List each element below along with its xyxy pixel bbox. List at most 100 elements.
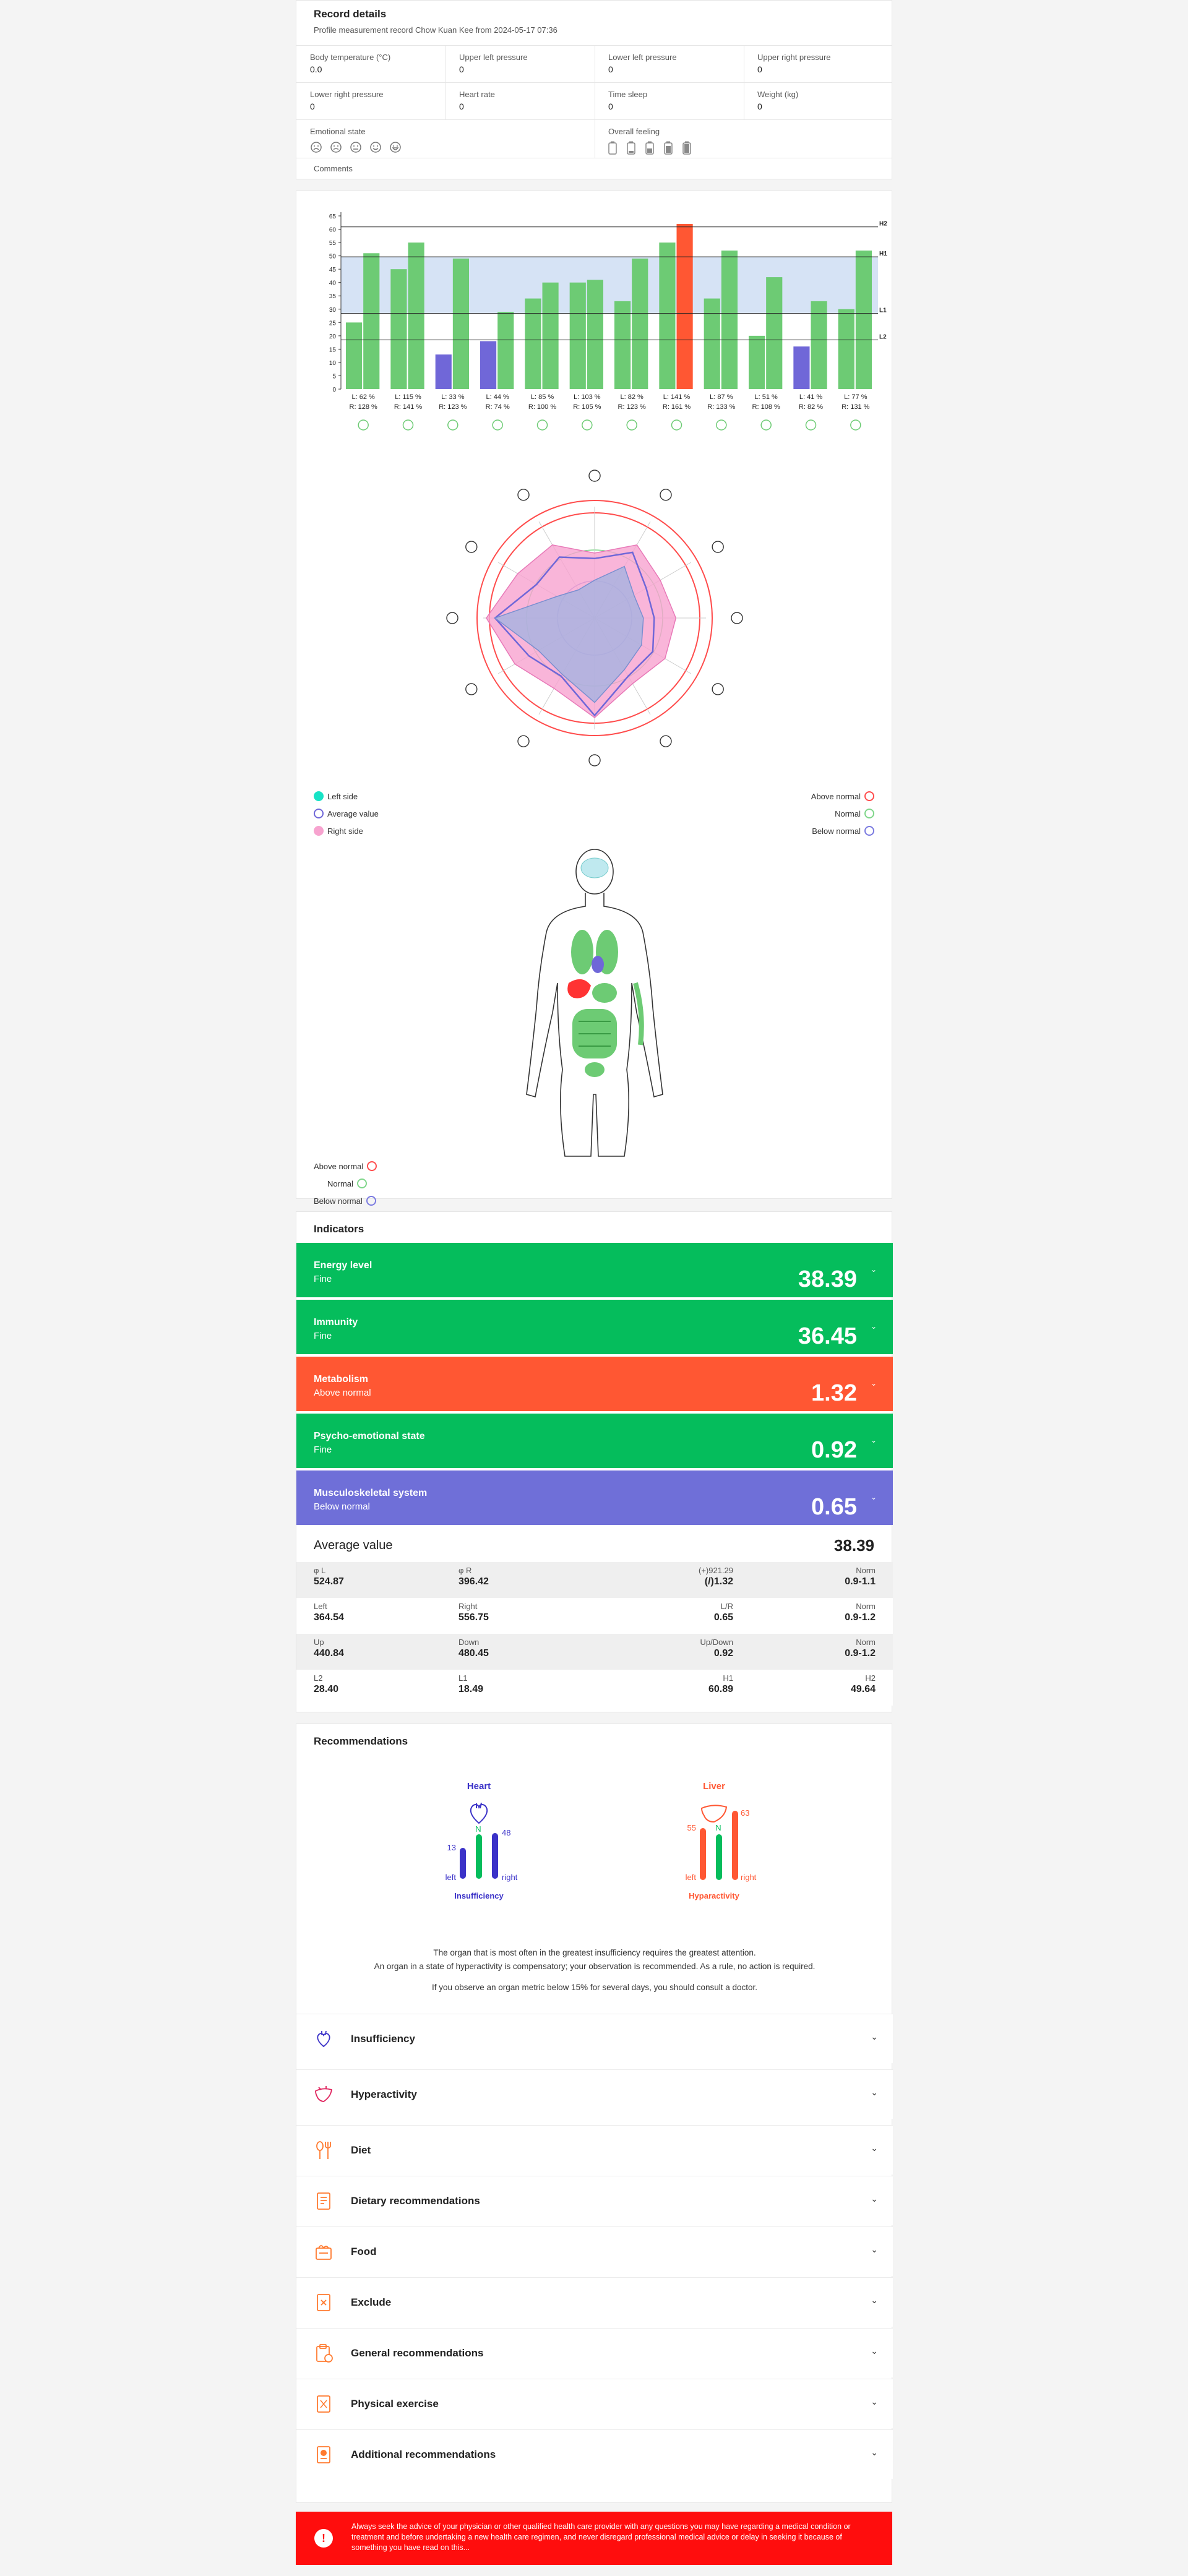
indicator-musculoskeletal[interactable]: Musculoskeletal system Below normal 0.65… (296, 1470, 893, 1525)
field-upper-left-pressure: Upper left pressure 0 (459, 53, 528, 74)
section-food[interactable]: Food ⌄ (296, 2226, 893, 2276)
chevron-down-icon[interactable]: ⌄ (871, 2087, 878, 2097)
bar (811, 301, 827, 389)
organ-bar-chart: 0 5 10 15 20 25 30 35 40 45 50 55 60 65 L: 62 % R: 128 … (329, 212, 887, 431)
radar-organ-icon (517, 489, 530, 501)
chevron-down-icon[interactable]: ⌄ (871, 2397, 878, 2406)
battery-full-icon[interactable] (682, 141, 691, 155)
y-tick-label: 25 (329, 320, 337, 327)
chevron-down-icon[interactable]: ⌄ (871, 2194, 878, 2204)
bar (480, 341, 497, 389)
section-insufficiency[interactable]: Insufficiency ⌄ (296, 2014, 893, 2063)
bar-right-label: R: 123 % (439, 403, 467, 411)
reference-label: L2 (879, 333, 887, 340)
bar-right-label: R: 141 % (394, 403, 422, 411)
section-exclude[interactable]: Exclude ⌄ (296, 2277, 893, 2327)
indicator-psycho-emotional[interactable]: Psycho-emotional state Fine 0.92 ⌄ (296, 1414, 893, 1468)
bar-left-label: L: 87 % (710, 393, 733, 401)
battery-high-icon[interactable] (664, 141, 673, 155)
y-tick-label: 10 (329, 360, 337, 367)
reference-label: H2 (879, 221, 887, 228)
warning-icon: ! (314, 2529, 333, 2548)
body-legend-above-normal: Above normal (314, 1161, 377, 1171)
body-legend-below-normal: Below normal (314, 1196, 376, 1206)
y-tick-label: 50 (329, 254, 337, 260)
intestines-icon (572, 1009, 617, 1058)
indicator-metabolism[interactable]: Metabolism Above normal 1.32 ⌄ (296, 1357, 893, 1411)
bar (766, 277, 783, 389)
emotion-sad-icon[interactable] (330, 141, 342, 153)
section-additional-recommendations[interactable]: Additional recommendations ⌄ (296, 2429, 893, 2479)
y-tick-label: 55 (329, 240, 337, 247)
liver-organ-icon (567, 979, 591, 998)
emotion-icons (310, 141, 581, 153)
organ-icon (358, 419, 369, 431)
battery-low-icon[interactable] (627, 141, 635, 155)
additional-notes-icon (317, 2446, 330, 2463)
section-diet[interactable]: Diet ⌄ (296, 2125, 893, 2175)
chevron-down-icon[interactable]: ⌄ (871, 2143, 878, 2153)
organ-icon (850, 419, 861, 431)
emotion-very-happy-icon[interactable] (389, 141, 402, 153)
y-tick-label: 0 (332, 387, 336, 393)
organ-icon (805, 419, 817, 431)
emotion-happy-icon[interactable] (369, 141, 382, 153)
bar (838, 309, 854, 389)
section-hyperactivity[interactable]: Hyperactivity ⌄ (296, 2069, 893, 2119)
reference-label: L1 (879, 307, 887, 314)
overall-feeling: Overall feeling (595, 122, 893, 160)
bar (390, 269, 407, 389)
indicator-energy-level[interactable]: Energy level Fine 38.39 ⌄ (296, 1243, 893, 1297)
y-tick-label: 60 (329, 227, 337, 234)
section-dietary-recommendations[interactable]: Dietary recommendations ⌄ (296, 2176, 893, 2225)
section-general-recommendations[interactable]: General recommendations ⌄ (296, 2328, 893, 2377)
chevron-down-icon[interactable]: ⌄ (871, 2447, 878, 2457)
chevron-down-icon[interactable]: ⌄ (871, 2032, 878, 2041)
bar (542, 282, 559, 389)
liver-right-value: 63 (741, 1808, 750, 1818)
battery-empty-icon[interactable] (608, 141, 617, 155)
emotion-neutral-icon[interactable] (350, 141, 362, 153)
bar (452, 258, 469, 389)
stats-row-4: L2 28.40 L1 18.49 H1 60.89 H2 49.64 (296, 1670, 893, 1706)
radar-organ-icon (588, 470, 601, 482)
liver-left-bar (700, 1828, 706, 1880)
radar-organ-icon (712, 683, 724, 695)
chevron-down-icon[interactable]: ⌄ (870, 1379, 877, 1388)
radar-organ-icon (588, 754, 601, 766)
bar-left-label: L: 44 % (486, 393, 510, 401)
stats-row-2: Left 364.54 Right 556.75 L/R 0.65 Norm 0.9-1… (296, 1598, 893, 1634)
liver-norm-bar (716, 1834, 722, 1880)
heart-organ-title: Heart (467, 1781, 491, 1792)
heart-right-bar (492, 1833, 498, 1879)
chevron-down-icon[interactable]: ⌄ (871, 2244, 878, 2254)
chevron-down-icon[interactable]: ⌄ (870, 1493, 877, 1501)
y-tick-label: 30 (329, 307, 337, 314)
emotion-very-sad-icon[interactable] (310, 141, 322, 153)
bar-left-label: L: 77 % (844, 393, 867, 401)
chevron-down-icon[interactable]: ⌄ (870, 1322, 877, 1331)
chevron-down-icon[interactable]: ⌄ (870, 1265, 877, 1274)
liver-hyperactivity-icon (315, 2086, 333, 2102)
bar-left-label: L: 103 % (574, 393, 601, 401)
indicators-card: Indicators Energy level Fine 38.39 ⌄ Imm… (296, 1211, 893, 1712)
heart-icon (470, 1802, 488, 1824)
chevron-down-icon[interactable]: ⌄ (871, 2346, 878, 2356)
chevron-down-icon[interactable]: ⌄ (870, 1436, 877, 1445)
chevron-down-icon[interactable]: ⌄ (871, 2295, 878, 2305)
heart-left-label: left (445, 1873, 456, 1882)
recommendation-note-2: An organ in a state of hyperactivity is … (374, 1962, 816, 1971)
medical-disclaimer: ! Always seek the advice of your physici… (296, 2512, 892, 2565)
battery-half-icon[interactable] (645, 141, 654, 155)
heart-status: Insufficiency (454, 1891, 504, 1900)
legend-average-value: Average value (314, 809, 379, 818)
section-physical-exercise[interactable]: Physical exercise ⌄ (296, 2379, 893, 2428)
radar-chart (446, 470, 743, 766)
organ-icon (536, 419, 548, 431)
normal-band (341, 257, 878, 314)
bar-left-label: L: 141 % (663, 393, 691, 401)
radar-organ-icon (446, 612, 458, 624)
bar (569, 282, 586, 389)
body-legend-normal: Normal (327, 1179, 367, 1188)
indicator-immunity[interactable]: Immunity Fine 36.45 ⌄ (296, 1300, 893, 1354)
